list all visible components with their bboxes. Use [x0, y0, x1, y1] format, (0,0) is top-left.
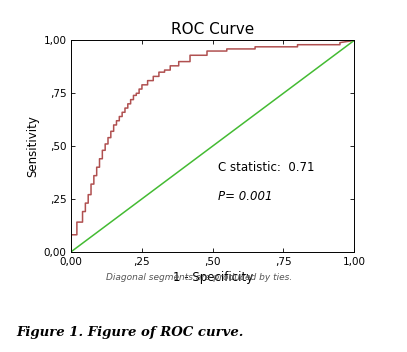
- Text: Figure 1. Figure of ROC curve.: Figure 1. Figure of ROC curve.: [16, 326, 244, 339]
- Text: C statistic:  0.71: C statistic: 0.71: [218, 161, 315, 174]
- Title: ROC Curve: ROC Curve: [171, 21, 254, 37]
- X-axis label: 1 - Specificity: 1 - Specificity: [173, 271, 253, 284]
- Text: Diagonal segments are produced by ties.: Diagonal segments are produced by ties.: [106, 273, 292, 282]
- Y-axis label: Sensitivity: Sensitivity: [26, 115, 39, 177]
- Text: P= 0.001: P= 0.001: [218, 190, 273, 203]
